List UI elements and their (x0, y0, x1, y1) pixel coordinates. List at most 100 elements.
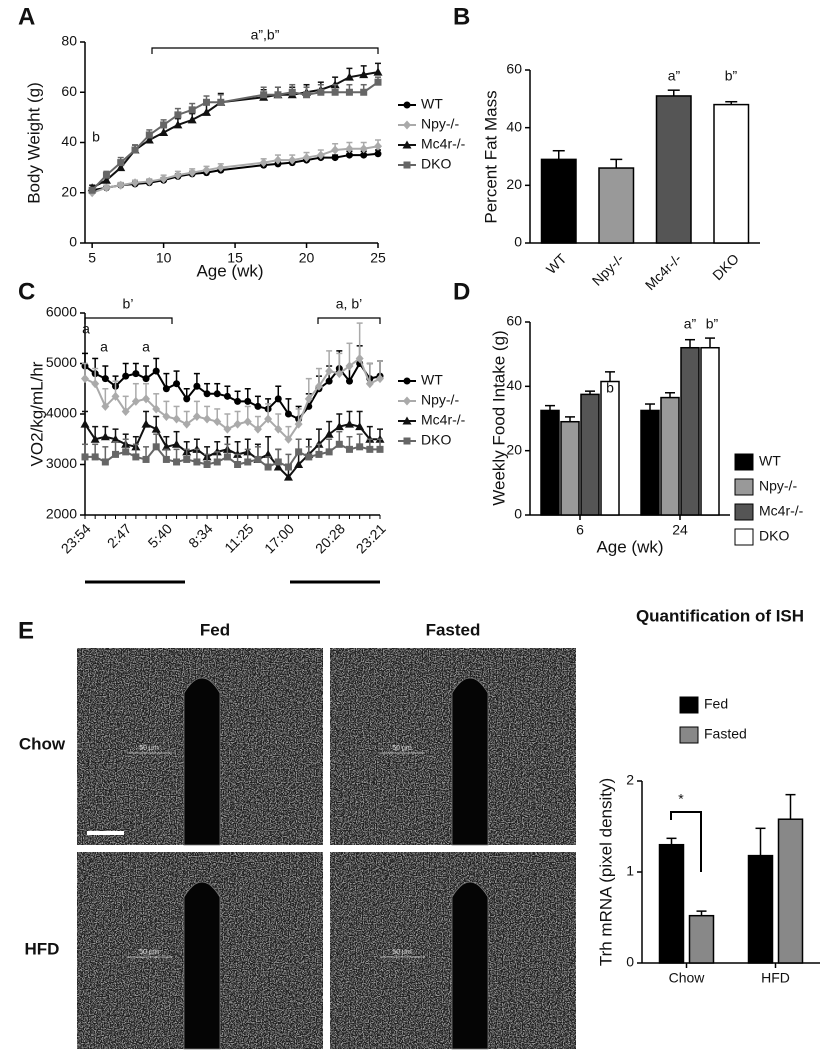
marker (259, 158, 268, 168)
marker (88, 186, 96, 194)
legend-swatch (679, 696, 699, 714)
error-bar (645, 403, 655, 411)
legend-item: Npy-/- (734, 478, 797, 496)
panel-label: B (453, 3, 470, 30)
marker (403, 396, 411, 406)
marker (183, 455, 191, 463)
scale-text: 50 µm (392, 745, 412, 752)
marker (213, 390, 221, 398)
marker (316, 150, 325, 160)
marker (274, 395, 282, 403)
marker (132, 453, 140, 461)
y-axis-label: Weekly Food Intake (g) (489, 330, 508, 505)
marker (151, 424, 161, 433)
x-tick-label: 25 (370, 250, 386, 266)
marker (325, 377, 333, 385)
marker (345, 88, 353, 96)
x-tick-label: 20 (299, 250, 315, 266)
marker (193, 382, 201, 390)
x-tick-label: 2:47 (104, 520, 135, 551)
error-bar (610, 158, 623, 169)
marker (159, 127, 169, 136)
marker (254, 402, 262, 410)
marker (116, 163, 126, 172)
bar (598, 167, 635, 244)
marker (223, 453, 231, 461)
bar (777, 818, 804, 964)
marker (345, 361, 354, 371)
marker (132, 370, 140, 378)
marker (162, 385, 170, 393)
marker (131, 396, 140, 406)
marker (223, 392, 231, 400)
marker (402, 140, 412, 149)
y-tick-label: 0 (69, 234, 77, 250)
marker (294, 419, 303, 429)
x-tick-label: 10 (156, 250, 172, 266)
marker (302, 153, 311, 163)
panel-label: E (18, 617, 34, 644)
marker (201, 107, 211, 116)
y-axis-label: Body Weight (g) (24, 82, 43, 204)
y-tick-label: 60 (506, 313, 522, 329)
marker (331, 154, 339, 162)
marker (233, 419, 242, 429)
marker (403, 437, 411, 445)
marker (325, 366, 334, 376)
marker (288, 88, 296, 96)
marker (253, 424, 262, 434)
micrograph: 50 µm (77, 852, 323, 1050)
marker (142, 394, 151, 404)
x-tick-label: 20:28 (312, 520, 348, 556)
y-tick-label: 60 (506, 61, 522, 77)
annotation: a” (668, 68, 681, 84)
y-tick-label: 20 (506, 176, 522, 192)
error-bar (696, 910, 707, 916)
y-tick-label: 20 (61, 183, 77, 199)
annotation-bracket (670, 811, 702, 872)
marker (402, 416, 412, 425)
annotation-bracket (317, 317, 381, 324)
marker (112, 450, 120, 458)
annotation: a (142, 339, 150, 355)
annotation-bracket (84, 317, 173, 324)
marker (223, 424, 232, 434)
marker (274, 458, 282, 466)
bar (660, 396, 680, 516)
bar (540, 158, 577, 244)
x-axis-label: Age (wk) (196, 261, 263, 280)
bar (600, 380, 620, 516)
marker (331, 88, 339, 96)
marker (183, 395, 191, 403)
marker (305, 453, 313, 461)
marker (213, 458, 221, 466)
x-tick-label: Npy-/- (589, 250, 628, 289)
marker (192, 412, 201, 422)
marker (217, 98, 225, 106)
row-label: Chow (19, 734, 66, 753)
marker (193, 458, 201, 466)
marker (345, 151, 353, 159)
marker (142, 375, 150, 383)
y-tick-label: 20 (506, 441, 522, 457)
marker (324, 429, 334, 438)
marker (162, 412, 171, 422)
marker (116, 180, 125, 190)
x-tick-label: DKO (709, 250, 742, 283)
marker (111, 391, 120, 401)
legend-item: Mc4r-/- (734, 503, 804, 521)
marker (101, 375, 109, 383)
marker (254, 455, 262, 463)
series-line (84, 422, 380, 479)
marker (101, 458, 109, 466)
annotation: * (678, 791, 684, 807)
error-bar (605, 371, 615, 382)
y-tick-label: 40 (61, 133, 77, 149)
marker (213, 417, 222, 427)
scale-text: 50 µm (392, 949, 412, 956)
marker (81, 453, 89, 461)
legend-text: DKO (421, 432, 451, 448)
marker (260, 91, 268, 99)
marker (376, 445, 384, 453)
